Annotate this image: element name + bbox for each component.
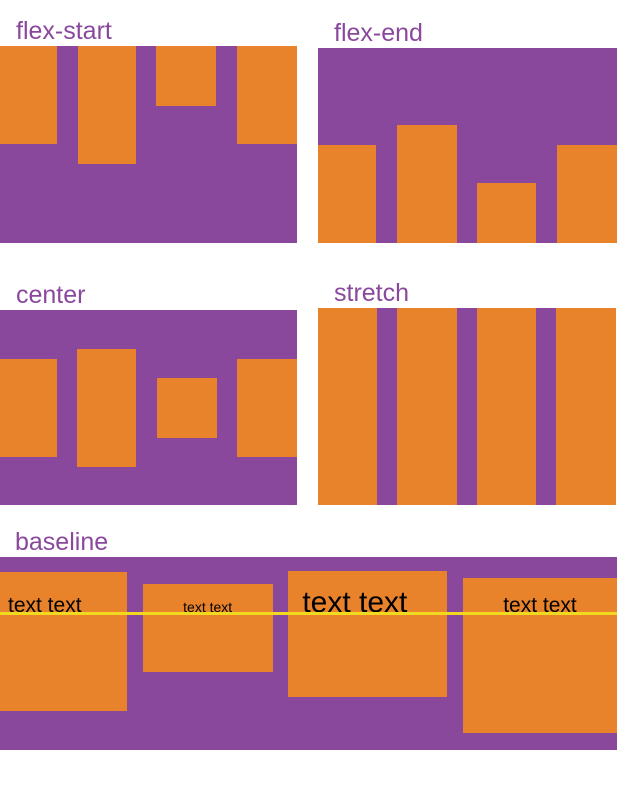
baseline-item: text text (0, 572, 127, 711)
flex-container-center (0, 310, 297, 505)
flex-item (318, 145, 376, 243)
baseline-line (0, 612, 617, 615)
panel-title-center: center (16, 281, 86, 309)
flex-item (236, 46, 297, 144)
flex-item (556, 145, 617, 243)
baseline-item: text text (288, 571, 448, 697)
panel-title-flex-start: flex-start (16, 17, 112, 45)
flex-item (556, 308, 616, 505)
flex-item (236, 358, 297, 457)
panel-title-baseline: baseline (15, 528, 109, 556)
flex-item (477, 183, 537, 243)
flex-item (0, 358, 57, 457)
baseline-item: text text (462, 578, 617, 733)
flex-item (477, 308, 536, 505)
panel-flex-start: flex-start (0, 19, 297, 243)
text-label: text text (8, 594, 82, 617)
baseline-item: text text (142, 584, 273, 672)
flex-item (77, 348, 137, 467)
flex-item (77, 46, 136, 164)
panel-title-stretch: stretch (334, 279, 410, 307)
text-label: text text (183, 599, 233, 615)
flex-item (396, 125, 457, 243)
flex-container-flex-end (318, 48, 617, 243)
text-label: text text (503, 594, 577, 617)
panel-title-flex-end: flex-end (334, 19, 423, 47)
panel-stretch: stretch (318, 281, 616, 505)
flex-container-stretch (318, 308, 616, 505)
flex-item (397, 308, 457, 505)
flex-item (156, 377, 217, 438)
panel-flex-end: flex-end (318, 21, 617, 243)
flex-item (318, 308, 377, 505)
flex-item (156, 46, 217, 106)
flex-container-baseline: text text text text text text text text (0, 557, 617, 750)
panel-baseline: baseline text text text text text text t… (0, 530, 617, 750)
flex-container-flex-start (0, 46, 297, 243)
panel-center: center (0, 283, 297, 505)
flex-item (0, 46, 57, 144)
